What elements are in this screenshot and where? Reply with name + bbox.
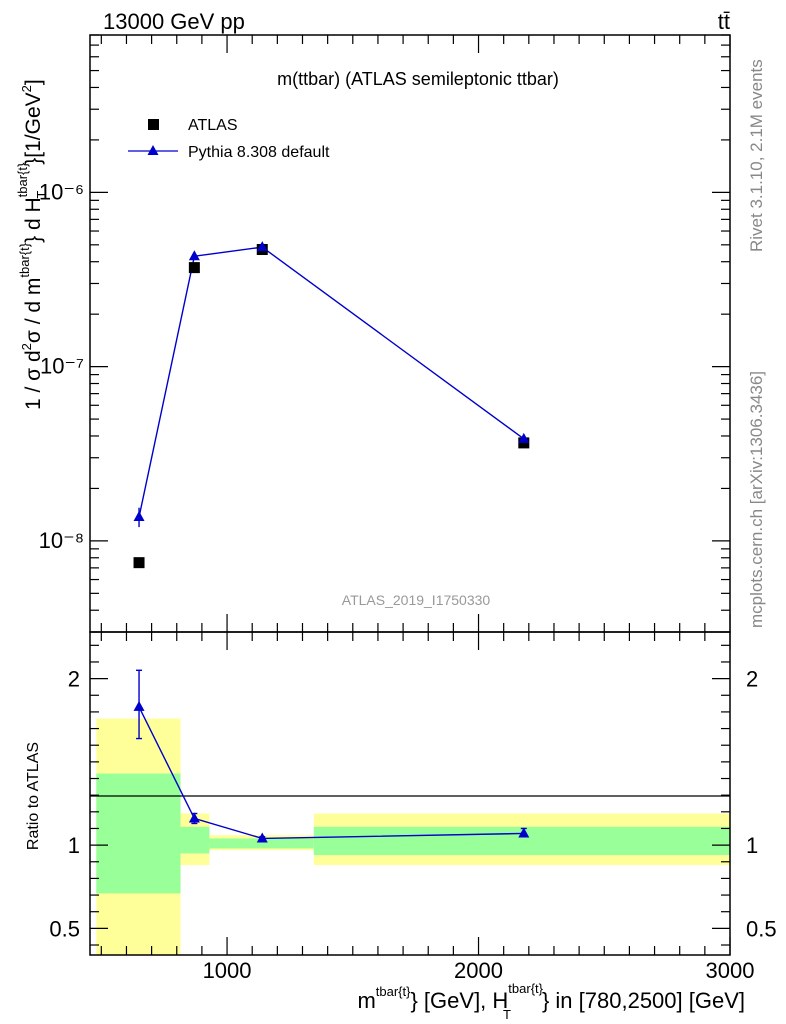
ratio-y-axis-label: Ratio to ATLAS [25, 742, 42, 850]
x-tick-label: 3000 [706, 958, 755, 983]
legend-atlas-marker [148, 119, 159, 130]
atlas-data-point [188, 262, 200, 274]
ratio-y-tick-label-right: 1 [746, 833, 758, 858]
atlas-data-point [133, 557, 145, 569]
ratio-series [133, 669, 530, 843]
pythia-point [256, 241, 268, 252]
main-y-tick-label: 10⁻⁶ [39, 179, 84, 204]
ratio-pythia-line [138, 706, 524, 840]
x-tick-label: 2000 [454, 958, 503, 983]
main-y-tick-label: 10⁻⁷ [40, 354, 84, 379]
ratio-pythia-point [133, 700, 145, 711]
x-axis-label: mtbar{t}} [GeV], Htbar{t} T} in [780,2500… [357, 981, 745, 1022]
x-tick-label: 1000 [203, 958, 252, 983]
ratio-panel: 0.5 0.5 1 1 2 2 1000 2000 3000 Ratio to ATLAS [25, 631, 777, 983]
header-left: 13000 GeV pp [103, 9, 245, 34]
ratio-axes: 0.5 0.5 1 1 2 2 1000 2000 3000 [49, 632, 777, 983]
pythia-point [188, 250, 200, 261]
pythia-line [138, 246, 525, 518]
main-frame [89, 34, 731, 633]
main-y-axis: 10⁻⁸ 10⁻⁷ 10⁻⁶ [39, 34, 731, 633]
analysis-watermark: ATLAS_2019_I1750330 [342, 592, 491, 608]
mcplots-info: mcplots.cern.ch [arXiv:1306.3436] [747, 371, 766, 628]
legend-pythia-label: Pythia 8.308 default [188, 144, 330, 161]
ratio-pythia-point [518, 827, 530, 838]
header-right: tt̄ [718, 9, 730, 34]
legend: ATLAS Pythia 8.308 default [128, 117, 330, 161]
ratio-pythia-point [256, 832, 268, 843]
ratio-y-tick-label-right: 0.5 [746, 916, 777, 941]
rivet-info: Rivet 3.1.10, 2.1M events [747, 59, 766, 252]
pythia-point [133, 511, 145, 522]
ratio-band-inner [180, 826, 210, 854]
legend-pythia-marker [147, 145, 159, 155]
ratio-y-tick-label-left: 0.5 [49, 916, 80, 941]
ratio-y-tick-label-left: 1 [68, 833, 80, 858]
ratio-band-inner [209, 838, 314, 849]
ratio-band-inner [96, 773, 181, 894]
ratio-frame [89, 631, 731, 956]
ratio-y-tick-label-right: 2 [746, 667, 758, 692]
main-y-tick-label: 10⁻⁸ [39, 528, 84, 553]
ratio-y-tick-label-left: 2 [68, 667, 80, 692]
legend-atlas-label: ATLAS [188, 117, 238, 134]
main-series [133, 241, 530, 569]
ratio-pythia-point [188, 812, 200, 823]
main-y-axis-label: 1 / σ d2σ / d mtbar{t}} d Htbar{t} T}[1/G… [15, 79, 49, 410]
pythia-point [518, 432, 530, 443]
chart-title: m(ttbar) (ATLAS semileptonic ttbar) [277, 69, 559, 89]
atlas-data-point [518, 437, 530, 449]
ratio-bands [96, 718, 730, 955]
main-panel: 10⁻⁸ 10⁻⁷ 10⁻⁶ m(ttbar) (ATLAS semileptoni… [15, 34, 731, 633]
